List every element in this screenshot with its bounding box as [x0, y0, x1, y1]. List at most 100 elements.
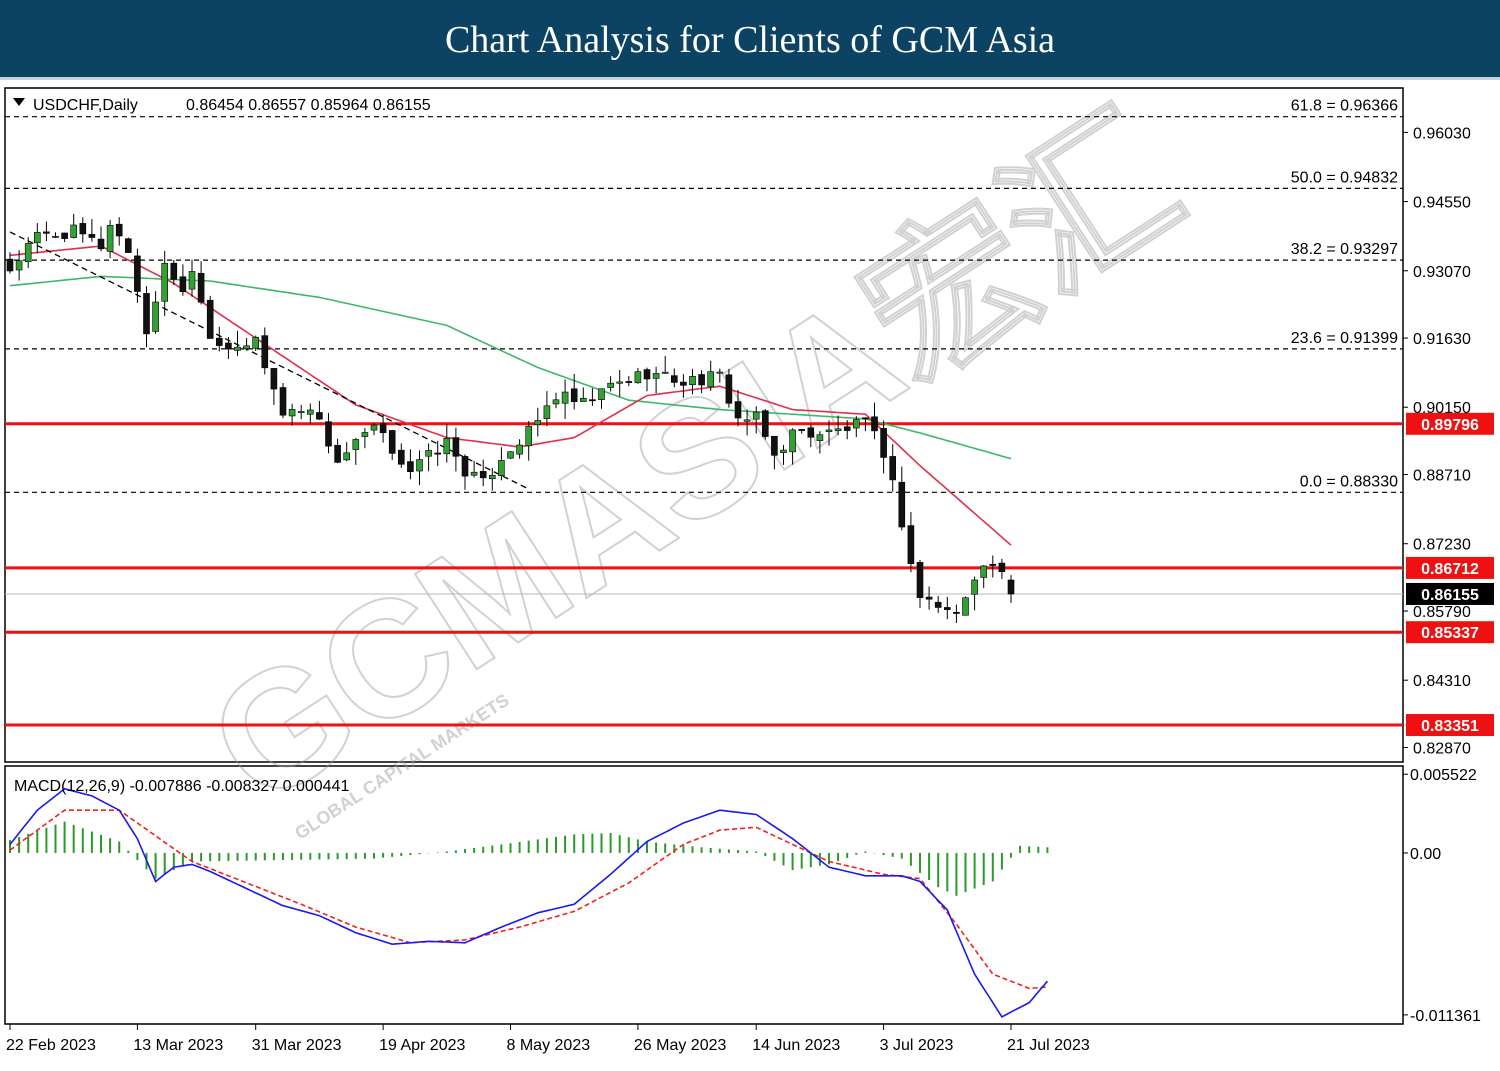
bull-candle [971, 579, 978, 595]
fib-labels: 61.8 = 0.96366 50.0 = 0.94832 38.2 = 0.932… [1291, 98, 1398, 491]
price-tick-label: 0.94550 [1413, 195, 1471, 212]
bear-candle [643, 369, 651, 380]
bull-candle [789, 429, 796, 453]
time-tick-label: 26 May 2023 [634, 1037, 727, 1054]
bear-candle [589, 399, 596, 402]
bear-candle [125, 238, 132, 253]
bull-candle [543, 405, 551, 419]
macd-header: MACD(12,26,9) -0.007886 -0.008327 0.0004… [14, 778, 349, 795]
bull-candle [343, 452, 351, 461]
bear-candle [379, 423, 387, 434]
bull-candle [707, 371, 715, 388]
level-badge-label: 0.86712 [1421, 561, 1479, 578]
macd-histogram [9, 821, 1049, 896]
candlesticks [6, 213, 1015, 623]
level-badge [1406, 556, 1494, 579]
bull-candle [689, 376, 696, 386]
time-tick-label: 22 Feb 2023 [6, 1037, 96, 1054]
bull-candle [416, 459, 423, 472]
bear-candle [334, 444, 341, 463]
level-badge-label: 0.83351 [1421, 718, 1479, 735]
bear-candle [680, 381, 687, 386]
bull-candle [188, 271, 196, 290]
bear-candle [934, 601, 942, 608]
trendline-segment [9, 231, 529, 490]
bear-candle [97, 238, 105, 250]
time-tick-label: 31 Mar 2023 [252, 1037, 342, 1054]
time-tick-label: 13 Mar 2023 [133, 1037, 223, 1054]
bull-candle [443, 438, 451, 455]
trendline [9, 231, 529, 490]
macd-panel [4, 765, 1404, 1025]
bear-candle [1007, 579, 1015, 595]
bear-candle [461, 456, 469, 477]
fast-ma-line [9, 245, 1012, 546]
bull-candle [552, 399, 560, 405]
bear-candle [452, 437, 460, 457]
bear-candle [916, 562, 924, 598]
page-title: Chart Analysis for Clients of GCM Asia [444, 19, 1056, 61]
bull-candle [288, 409, 296, 417]
bear-candle [316, 412, 323, 420]
bull-candle [352, 439, 360, 450]
bull-candle [516, 444, 523, 455]
bull-candle [525, 425, 533, 447]
bull-candle [825, 429, 833, 432]
support-resistance-lines [5, 422, 1403, 727]
bull-candle [716, 371, 724, 374]
bull-candle [980, 565, 988, 578]
macd-tick-label: 0.00 [1410, 846, 1441, 863]
bear-candle [261, 335, 269, 369]
bear-candle [325, 421, 332, 447]
dropdown-triangle-icon[interactable] [13, 98, 25, 106]
bear-candle [889, 456, 897, 481]
bear-candle [397, 449, 405, 465]
bull-candle [534, 420, 542, 426]
header-bar: Chart Analysis for Clients of GCM Asia [0, 0, 1500, 80]
level-badge [1406, 621, 1494, 644]
chart-header[interactable]: USDCHF,Daily 0.86454 0.86557 0.85964 0.8… [13, 97, 431, 114]
bull-candle [507, 451, 514, 459]
bear-candle [407, 461, 414, 473]
bear-candle [862, 417, 869, 420]
bull-candle [33, 232, 41, 244]
bull-candle [234, 346, 241, 351]
bear-candle [43, 231, 50, 234]
bear-candle [6, 258, 14, 272]
bull-candle [52, 236, 59, 238]
macd-tick-label: -0.011361 [1410, 1008, 1481, 1025]
bear-candle [670, 375, 678, 383]
bull-candle [962, 597, 969, 616]
current-price-label: 0.86155 [1421, 587, 1479, 604]
bear-candle [843, 426, 851, 431]
macd-tick-label: 0.005522 [1410, 767, 1477, 784]
bear-candle [880, 428, 887, 458]
bull-candle [780, 449, 787, 453]
bear-candle [734, 401, 742, 419]
bull-candle [370, 424, 378, 431]
bull-candle [834, 428, 842, 431]
bear-candle [907, 525, 915, 564]
bear-candle [898, 481, 906, 528]
bear-candle [216, 337, 223, 346]
bear-candle [771, 435, 778, 456]
bear-candle [179, 276, 187, 293]
bull-candle [425, 450, 432, 457]
price-tick-label: 0.91630 [1413, 331, 1471, 348]
price-tick-label: 0.84310 [1413, 673, 1471, 690]
bear-candle [143, 293, 150, 335]
bear-candle [388, 430, 396, 454]
bull-candle [306, 409, 314, 415]
bear-candle [761, 410, 769, 437]
bull-candle [15, 260, 23, 271]
bull-candle [252, 336, 259, 349]
bear-candle [225, 342, 232, 350]
bull-candle [152, 301, 159, 332]
bear-candle [925, 596, 933, 600]
bull-candle [470, 471, 478, 476]
bull-candle [70, 224, 77, 238]
bull-candle [297, 411, 305, 414]
fast-moving-average [9, 245, 1012, 546]
bull-candle [816, 434, 824, 441]
bull-candle [161, 263, 168, 302]
